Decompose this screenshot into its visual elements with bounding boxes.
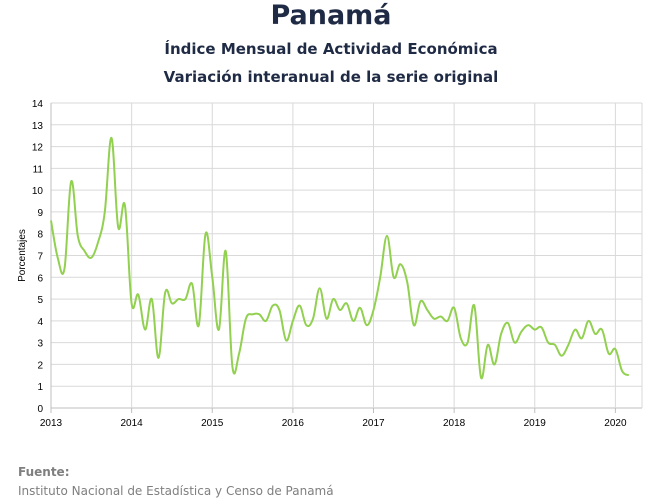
y-tick-label: 11 [33, 164, 44, 175]
y-tick-label: 13 [32, 121, 44, 132]
y-tick-label: 8 [37, 230, 43, 241]
y-tick-label: 12 [32, 143, 44, 154]
series-line-0 [50, 136, 630, 380]
x-tick-label: 2020 [604, 418, 627, 429]
x-tick-label: 2016 [282, 418, 305, 429]
y-tick-label: 7 [37, 252, 43, 263]
x-tick-label: 2019 [524, 418, 547, 429]
x-tick-label: 2018 [443, 418, 466, 429]
x-tick-label: 2015 [201, 418, 224, 429]
x-tick-label: 2017 [362, 418, 385, 429]
y-tick-label: 14 [32, 99, 44, 110]
y-axis-label: Porcentajes [17, 229, 28, 282]
y-tick-label: 6 [37, 273, 43, 284]
y-tick-label: 1 [37, 382, 43, 393]
y-tick-label: 10 [32, 186, 44, 197]
y-tick-label: 3 [37, 339, 43, 350]
x-tick-label: 2014 [121, 418, 144, 429]
y-tick-label: 5 [37, 295, 43, 306]
y-tick-label: 0 [37, 404, 43, 415]
y-tick-label: 2 [37, 360, 43, 371]
source-text: Instituto Nacional de Estadística y Cens… [18, 484, 334, 498]
chart-subtitle-index: Índice Mensual de Actividad Económica [164, 40, 498, 58]
y-tick-label: 9 [37, 208, 43, 219]
series-layer [50, 136, 630, 380]
x-tick-label: 2013 [40, 418, 63, 429]
grid-layer [50, 102, 642, 409]
source-label: Fuente: [18, 465, 70, 479]
y-tick-label: 4 [37, 317, 43, 328]
chart-title: Panamá [270, 0, 392, 31]
chart-subtitle-variation: Variación interanual de la serie origina… [163, 68, 499, 86]
